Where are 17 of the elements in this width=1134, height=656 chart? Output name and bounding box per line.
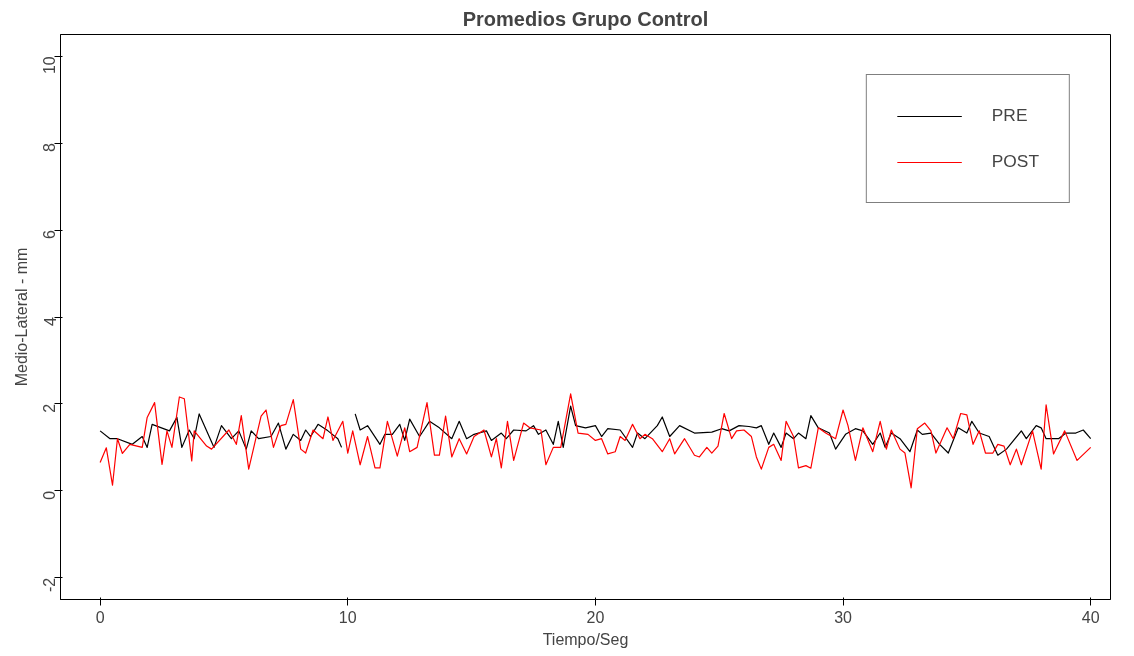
x-tick-label: 20 (586, 608, 605, 626)
y-tick-label: 10 (41, 56, 59, 75)
x-tick-label: 30 (834, 608, 853, 626)
y-tick-label: 6 (41, 229, 59, 239)
y-tick-label: -2 (41, 577, 59, 592)
legend-label: POST (991, 151, 1039, 172)
y-tick-label: 2 (41, 403, 59, 413)
y-axis-title: Medio-Lateral - mm (12, 247, 30, 387)
x-axis-title: Tiempo/Seg (542, 630, 629, 648)
chart-title: Promedios Grupo Control (462, 7, 709, 30)
y-tick-label: 4 (41, 316, 59, 326)
legend-label: PRE (991, 105, 1028, 126)
y-tick-label: 8 (41, 143, 59, 153)
x-tick-label: 0 (95, 608, 105, 626)
y-tick-label: 0 (41, 490, 59, 500)
x-tick-label: 10 (338, 608, 357, 626)
x-tick-label: 40 (1081, 608, 1100, 626)
